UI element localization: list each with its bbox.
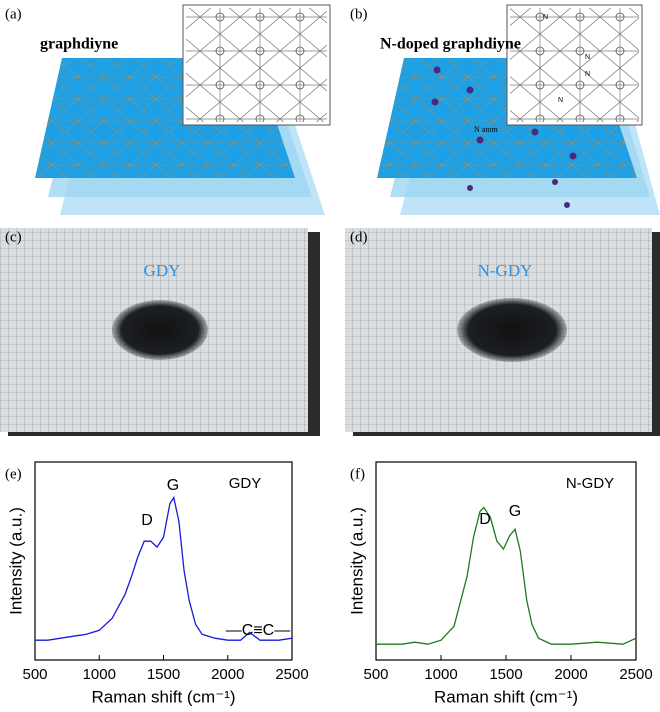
panel-label: (d) (350, 229, 368, 245)
panel-label: (f) (350, 466, 365, 482)
x-tick-label: 500 (22, 666, 47, 683)
annotation: G (167, 477, 179, 494)
powder (112, 300, 208, 360)
x-tick-label: 2500 (619, 666, 652, 683)
annotation: D (141, 512, 153, 529)
y-axis-label: Intensity (a.u.) (6, 507, 25, 615)
powder (457, 298, 567, 362)
x-tick-label: 1500 (489, 666, 522, 683)
x-tick-label: 1500 (147, 666, 180, 683)
panel-d: (d) N-GDY (345, 228, 660, 436)
x-tick-label: 2000 (211, 666, 244, 683)
data-line (35, 495, 293, 641)
atom-label: N atom (474, 125, 499, 134)
annotation: —C≡C— (226, 622, 290, 639)
inset-structure (186, 8, 327, 122)
x-axis-label: Raman shift (cm⁻¹) (434, 687, 578, 706)
n-atoms (431, 66, 577, 208)
x-tick-label: 500 (363, 666, 388, 683)
data-line (376, 506, 637, 645)
x-tick-label: 2500 (275, 666, 308, 683)
sample-label: GDY (144, 261, 181, 280)
chart: 500 1000 1500 2000 2500 Raman shift (cm⁻¹) Int… (347, 461, 653, 706)
annotation: G (509, 503, 521, 520)
x-axis-label: Raman shift (cm⁻¹) (91, 687, 235, 706)
x-tick-label: 2000 (554, 666, 587, 683)
inset-atom-label: N (543, 14, 548, 21)
panel-c: (c) GDY (0, 228, 320, 436)
annotation: N-GDY (566, 475, 614, 492)
panel-title: N-doped graphdiyne (380, 36, 521, 53)
inset-structure (510, 8, 639, 122)
x-tick-label: 1000 (83, 666, 116, 683)
annotation: D (479, 511, 491, 528)
panel-title: graphdiyne (40, 36, 118, 53)
chart: 500 1000 1500 2000 2500 Raman shift (cm⁻¹) Int… (6, 461, 309, 706)
panel-a: (a) graphdiyne (5, 4, 331, 215)
x-tick-label: 1000 (424, 666, 457, 683)
inset-atom-label: N (585, 54, 590, 61)
panel-label: (c) (5, 229, 22, 245)
y-axis-label: Intensity (a.u.) (347, 507, 366, 615)
panel-label: (a) (5, 6, 22, 22)
inset-atom-label: N (558, 97, 563, 104)
panel-label: (b) (350, 6, 368, 22)
panel-b: N N N N N atom (b) N-doped graphdiyne (350, 4, 660, 215)
annotation: GDY (229, 475, 262, 492)
panel-label: (e) (5, 466, 22, 482)
sample-label: N-GDY (478, 261, 533, 280)
inset-atom-label: N (585, 71, 590, 78)
